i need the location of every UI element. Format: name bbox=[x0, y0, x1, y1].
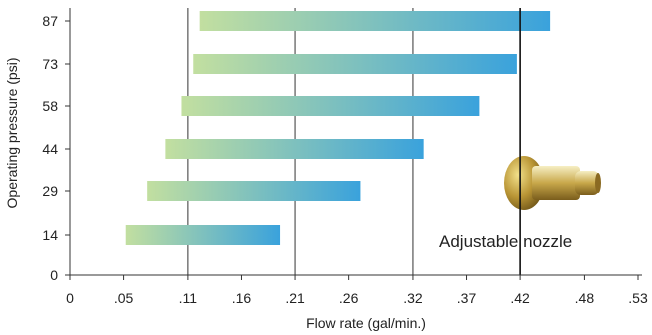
x-tick-label: .42 bbox=[510, 290, 530, 306]
axes bbox=[69, 8, 642, 276]
y-axis-title: Operating pressure (psi) bbox=[4, 58, 20, 209]
x-axis-title: Flow rate (gal/min.) bbox=[306, 315, 426, 331]
x-tick-label: .53 bbox=[628, 290, 648, 306]
x-tick-label: .48 bbox=[575, 290, 595, 306]
y-tick-label: 44 bbox=[42, 141, 58, 157]
bar-14-psi bbox=[125, 225, 281, 245]
x-tick-label: .11 bbox=[179, 290, 198, 306]
x-tick-label: .37 bbox=[457, 290, 477, 306]
x-tick-label: .16 bbox=[232, 290, 252, 306]
bar-58-psi bbox=[181, 96, 480, 116]
pressure-bars bbox=[125, 11, 551, 245]
adjustable-nozzle-image bbox=[504, 156, 601, 210]
x-axis-ticks: 0 .05 .11 .16 .21 .26 .32 .37 .42 .48 .53 bbox=[66, 275, 648, 306]
bar-44-psi bbox=[165, 139, 424, 159]
y-tick-label: 0 bbox=[50, 267, 58, 283]
y-tick-label: 58 bbox=[42, 98, 58, 114]
bar-87-psi bbox=[199, 11, 551, 31]
y-tick-label: 73 bbox=[42, 56, 58, 72]
bar-73-psi bbox=[193, 54, 517, 74]
y-tick-label: 29 bbox=[42, 183, 58, 199]
y-axis-ticks: 0 14 29 44 58 73 87 bbox=[42, 13, 70, 283]
x-tick-label: .21 bbox=[285, 290, 305, 306]
x-tick-label: .32 bbox=[403, 290, 423, 306]
annotation-label: Adjustable nozzle bbox=[439, 232, 572, 251]
y-tick-label: 87 bbox=[42, 13, 58, 29]
x-tick-label: .26 bbox=[339, 290, 359, 306]
bar-29-psi bbox=[147, 181, 361, 201]
x-tick-label: 0 bbox=[66, 290, 74, 306]
y-tick-label: 14 bbox=[42, 227, 58, 243]
x-tick-label: .05 bbox=[114, 290, 134, 306]
